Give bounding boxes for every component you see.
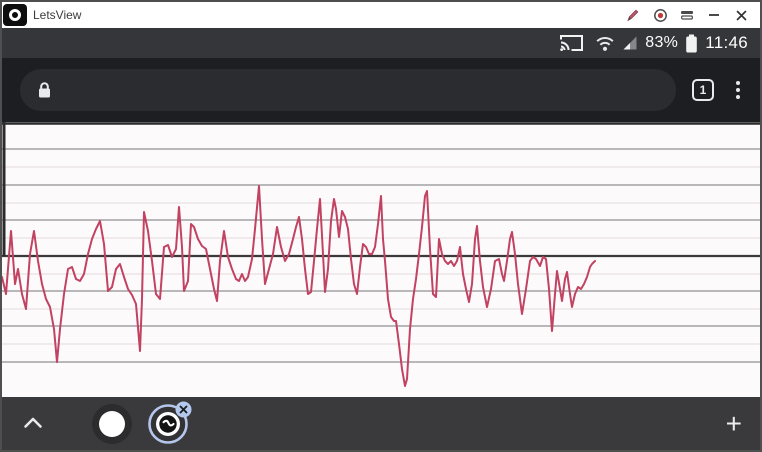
- fullscreen-button[interactable]: [678, 6, 696, 24]
- shutter-circle-icon: [99, 410, 125, 437]
- add-button[interactable]: +: [725, 407, 742, 439]
- wifi-icon: [596, 36, 614, 51]
- android-status-bar: 83% 11:46: [2, 28, 760, 58]
- kebab-dot: [736, 81, 740, 85]
- lock-icon: [39, 82, 50, 98]
- pen-icon: [627, 9, 639, 22]
- chevron-up-icon: [24, 417, 42, 428]
- cast-icon: [560, 35, 584, 51]
- tab-count: 1: [699, 83, 707, 97]
- fullscreen-icon: [681, 11, 693, 20]
- status-time: 11:46: [705, 33, 748, 52]
- kebab-dot: [736, 95, 740, 99]
- letsview-logo-icon: [3, 4, 27, 26]
- record-icon: [653, 8, 667, 22]
- collapse-button[interactable]: [22, 416, 44, 432]
- shutter-button[interactable]: [92, 403, 132, 444]
- browser-menu-button[interactable]: [730, 77, 746, 103]
- battery-percent: 83%: [645, 34, 679, 51]
- letsview-floating-ball[interactable]: [146, 399, 194, 447]
- logo-ring: [9, 9, 21, 21]
- title-bar: LetsView: [2, 2, 760, 28]
- cell-signal-icon: [623, 36, 637, 50]
- browser-toolbar: 1: [2, 58, 760, 122]
- waveform-chart: [2, 122, 760, 387]
- window-controls: [624, 6, 760, 24]
- close-badge-icon[interactable]: [175, 401, 192, 417]
- window-title: LetsView: [33, 8, 82, 22]
- tab-switcher-button[interactable]: 1: [692, 79, 714, 101]
- annotate-button[interactable]: [624, 6, 642, 24]
- page-content: [2, 122, 760, 397]
- minimize-button[interactable]: [705, 6, 723, 24]
- letsview-ball-logo: [162, 419, 175, 426]
- battery-icon: [686, 34, 698, 52]
- close-button[interactable]: [732, 6, 750, 24]
- minimize-icon: [709, 14, 719, 16]
- address-bar[interactable]: [20, 69, 676, 111]
- record-button[interactable]: [651, 6, 669, 24]
- bottom-toolbar: +: [2, 397, 760, 450]
- kebab-dot: [736, 88, 740, 92]
- close-icon: [736, 10, 746, 20]
